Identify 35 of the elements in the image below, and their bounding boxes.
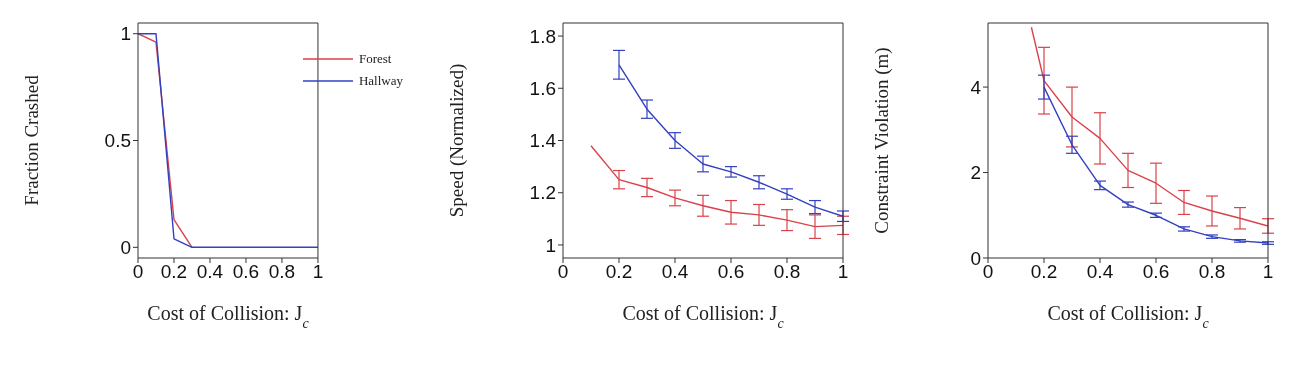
- y-tick-label: 1.4: [529, 130, 557, 152]
- x-tick-label: 0.2: [1030, 261, 1058, 283]
- y-tick-label: 4: [970, 76, 982, 98]
- y-tick-label: 0: [970, 247, 981, 269]
- x-tick-label: 0.6: [1142, 261, 1170, 283]
- legend-label: Forest: [358, 51, 392, 67]
- y-axis-title: Fraction Crashed: [21, 74, 42, 206]
- x-tick-label: 0.4: [1086, 261, 1114, 283]
- x-tick-label: 0.6: [232, 261, 260, 283]
- x-tick-label: 0.6: [717, 261, 745, 283]
- x-tick-label: 0.2: [605, 261, 633, 283]
- x-axis-title: Cost of Collision: J$_{c}$: [147, 302, 310, 331]
- x-axis-title: Cost of Collision: J$_{c}$: [622, 302, 785, 331]
- y-axis-title: Constraint Violation (m): [871, 47, 893, 234]
- x-tick-label: 0.8: [1198, 261, 1226, 283]
- x-tick-label: 0.2: [160, 261, 188, 283]
- y-axis-title: Speed (Normalized): [446, 63, 468, 218]
- y-tick-label: 0.5: [104, 130, 131, 152]
- x-tick-label: 0.4: [196, 261, 224, 283]
- legend-label: Hallway: [358, 73, 403, 89]
- x-tick-label: 1: [837, 261, 849, 283]
- x-tick-label: 0.8: [773, 261, 801, 283]
- y-tick-label: 1.6: [529, 78, 556, 100]
- y-tick-label: 1.8: [529, 25, 556, 47]
- y-tick-label: 1.2: [529, 182, 556, 204]
- x-tick-label: 1: [312, 261, 324, 283]
- y-tick-label: 1: [120, 23, 131, 45]
- x-axis-title: Cost of Collision: J$_{c}$: [1047, 302, 1210, 331]
- y-tick-label: 2: [970, 162, 981, 184]
- y-tick-label: 0: [120, 237, 131, 259]
- y-tick-label: 1: [545, 234, 556, 256]
- x-tick-label: 0.4: [661, 261, 689, 283]
- x-tick-label: 0.8: [268, 261, 296, 283]
- x-tick-label: 1: [1262, 261, 1274, 283]
- line-series: [1030, 26, 1268, 227]
